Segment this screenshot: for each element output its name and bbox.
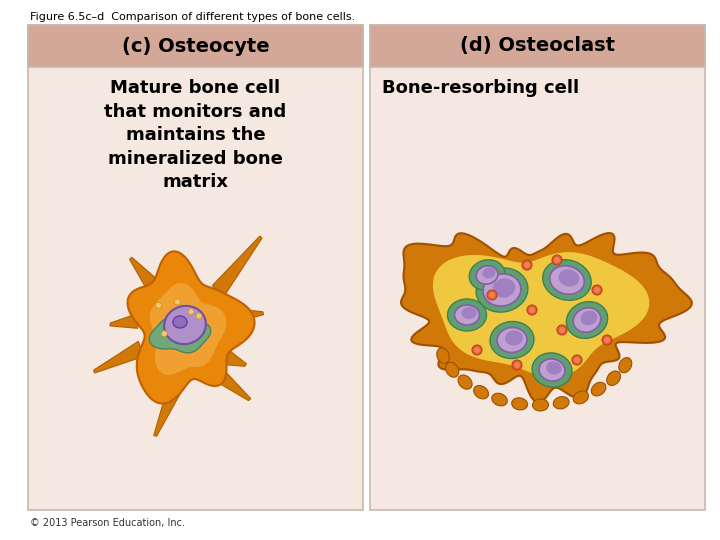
Polygon shape <box>433 252 649 377</box>
Polygon shape <box>149 317 211 353</box>
Ellipse shape <box>543 260 591 300</box>
Polygon shape <box>222 350 246 366</box>
Circle shape <box>592 285 602 295</box>
Ellipse shape <box>533 399 549 411</box>
Ellipse shape <box>490 321 534 359</box>
Ellipse shape <box>462 307 477 319</box>
Circle shape <box>188 309 194 315</box>
Circle shape <box>522 260 532 270</box>
Text: Figure 6.5c–d  Comparison of different types of bone cells.: Figure 6.5c–d Comparison of different ty… <box>30 12 355 22</box>
Ellipse shape <box>591 382 606 396</box>
FancyBboxPatch shape <box>370 25 705 67</box>
Ellipse shape <box>549 266 585 294</box>
Ellipse shape <box>573 308 600 332</box>
FancyBboxPatch shape <box>28 25 363 67</box>
Ellipse shape <box>476 268 528 312</box>
Ellipse shape <box>474 386 488 399</box>
Ellipse shape <box>607 371 621 386</box>
Circle shape <box>524 262 530 268</box>
Ellipse shape <box>446 362 459 377</box>
Ellipse shape <box>437 348 449 363</box>
Circle shape <box>489 292 495 298</box>
Polygon shape <box>94 341 144 373</box>
Polygon shape <box>212 236 262 297</box>
Ellipse shape <box>532 353 572 387</box>
Ellipse shape <box>505 330 523 346</box>
Polygon shape <box>110 313 140 328</box>
Polygon shape <box>209 367 251 401</box>
Text: © 2013 Pearson Education, Inc.: © 2013 Pearson Education, Inc. <box>30 518 185 528</box>
FancyBboxPatch shape <box>28 25 363 510</box>
Circle shape <box>196 313 202 319</box>
Circle shape <box>161 331 167 337</box>
Ellipse shape <box>497 327 527 353</box>
Circle shape <box>487 290 497 300</box>
Ellipse shape <box>492 278 516 298</box>
Circle shape <box>552 255 562 265</box>
Ellipse shape <box>454 305 480 325</box>
Ellipse shape <box>581 310 598 326</box>
Ellipse shape <box>492 393 508 406</box>
Ellipse shape <box>458 375 472 389</box>
Circle shape <box>514 362 520 368</box>
Circle shape <box>572 355 582 365</box>
Ellipse shape <box>618 357 631 373</box>
Polygon shape <box>150 283 226 375</box>
Ellipse shape <box>559 269 580 287</box>
Ellipse shape <box>469 260 505 290</box>
Circle shape <box>604 337 610 343</box>
Ellipse shape <box>173 316 187 328</box>
Circle shape <box>557 325 567 335</box>
Circle shape <box>512 360 522 370</box>
Text: Mature bone cell
that monitors and
maintains the
mineralized bone
matrix: Mature bone cell that monitors and maint… <box>104 79 287 191</box>
Circle shape <box>574 357 580 363</box>
Ellipse shape <box>482 267 495 279</box>
FancyBboxPatch shape <box>370 25 705 510</box>
Circle shape <box>156 302 161 308</box>
Polygon shape <box>228 308 264 323</box>
Ellipse shape <box>512 398 528 410</box>
Ellipse shape <box>567 302 608 339</box>
Circle shape <box>529 307 535 313</box>
Ellipse shape <box>539 359 565 381</box>
Ellipse shape <box>483 274 521 306</box>
Circle shape <box>559 327 565 333</box>
Polygon shape <box>127 251 255 403</box>
Polygon shape <box>401 233 692 402</box>
Text: (c) Osteocyte: (c) Osteocyte <box>122 37 269 56</box>
Ellipse shape <box>553 397 569 409</box>
Ellipse shape <box>546 361 562 375</box>
Ellipse shape <box>448 299 487 331</box>
Polygon shape <box>130 257 161 293</box>
Circle shape <box>472 345 482 355</box>
Polygon shape <box>153 383 185 436</box>
Circle shape <box>527 305 537 315</box>
Text: Bone-resorbing cell: Bone-resorbing cell <box>382 79 579 97</box>
Ellipse shape <box>164 306 206 344</box>
Circle shape <box>554 257 560 263</box>
Text: (d) Osteoclast: (d) Osteoclast <box>460 37 615 56</box>
Ellipse shape <box>476 266 498 284</box>
Circle shape <box>602 335 612 345</box>
Circle shape <box>594 287 600 293</box>
Circle shape <box>474 347 480 353</box>
Ellipse shape <box>573 391 588 404</box>
Circle shape <box>174 299 181 305</box>
